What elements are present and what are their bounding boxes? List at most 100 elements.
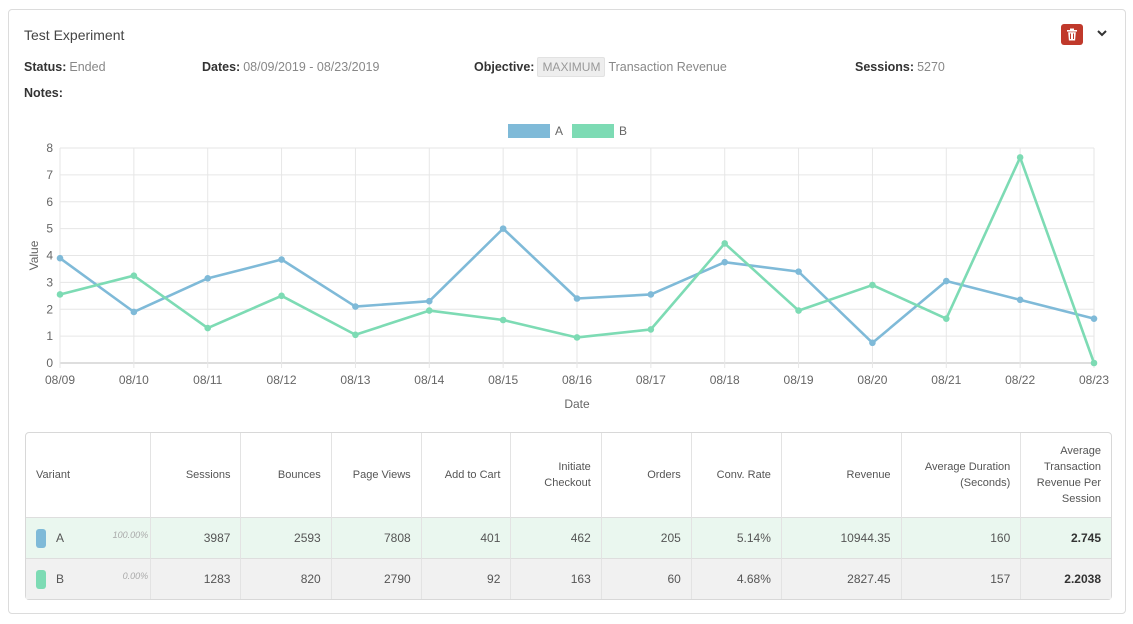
col-variant: Variant [26,433,152,517]
col-avg-duration-line2: (Seconds) [960,477,1011,489]
y-tick-label: 0 [46,356,53,370]
notes-label: Notes: [24,86,63,100]
data-point-b [425,307,433,314]
col-atrps-line4: Session [1061,493,1101,505]
col-atrps-line2: Transaction [1043,461,1101,473]
objective-value: Transaction Revenue [608,60,727,74]
data-point-b [499,316,507,324]
cell-page-views: 2790 [331,558,422,599]
data-point-a [1016,296,1024,304]
cell-conv-rate: 4.68% [691,558,782,599]
cell-orders: 205 [601,517,692,558]
x-tick-label: 08/14 [414,373,444,387]
col-add-to-cart: Add to Cart [422,433,512,517]
cell-revenue: 10944.35 [781,517,902,558]
variant-cell-b: B 0.00% [26,558,152,599]
data-point-b [795,307,802,314]
data-point-b [352,331,359,339]
sessions-value: 5270 [917,60,945,74]
data-point-a [425,297,433,305]
cell-sessions: 1283 [151,558,242,599]
col-avg-duration-line1: Average Duration [924,461,1011,473]
expand-toggle[interactable] [1095,24,1109,42]
y-tick-label: 6 [46,195,53,209]
x-tick-label: 08/17 [636,373,666,387]
col-initiate-checkout-line2: Checkout [544,477,591,489]
cell-conv-rate: 5.14% [691,517,782,558]
experiment-card: Test Experiment Status: Ended Dates: 08/09… [8,9,1126,614]
y-tick-label: 7 [46,168,53,182]
x-tick-label: 08/21 [931,373,961,387]
dates-label: Dates: [202,60,241,74]
cell-revenue: 2827.45 [781,558,902,599]
col-initiate-checkout: Initiate Checkout [511,433,602,517]
table-row-variant-b: B 0.00% 1283 820 2790 92 163 60 4.68% 28… [26,558,1111,599]
col-sessions: Sessions [151,433,242,517]
data-point-a [499,225,507,232]
variant-cell-a: A 100.00% [26,517,152,558]
variant-a-swatch [36,529,46,548]
col-atrps-line1: Average [1060,445,1101,457]
y-tick-label: 1 [46,329,53,343]
data-point-b [1016,154,1024,161]
data-point-b [204,324,212,332]
x-tick-label: 08/20 [857,373,887,387]
objective-field: Objective: MAXIMUM Transaction Revenue [474,57,727,77]
y-axis-title: Value [27,240,41,270]
cell-initiate-checkout: 462 [511,517,602,558]
y-tick-label: 2 [46,302,53,316]
col-atrps-line3: Revenue Per [1036,477,1101,489]
data-point-a [795,268,802,275]
col-conv-rate: Conv. Rate [692,433,782,517]
status-value: Ended [69,60,106,74]
data-point-a [130,308,138,316]
delete-button[interactable] [1061,24,1083,45]
variant-b-allocation: 0.00% [122,571,149,581]
chevron-down-icon [1097,29,1107,36]
cell-add-to-cart: 92 [421,558,512,599]
col-page-views: Page Views [332,433,422,517]
legend-label-a: A [555,124,563,138]
x-tick-label: 08/15 [488,373,518,387]
cell-atrps: 2.745 [1021,517,1111,558]
data-point-b [942,315,950,322]
trash-icon [1067,28,1077,41]
data-point-b [278,292,285,300]
col-orders: Orders [602,433,692,517]
cell-avg-duration: 160 [901,517,1022,558]
cell-orders: 60 [601,558,692,599]
y-tick-label: 3 [46,275,53,289]
data-point-b [869,281,876,289]
x-tick-label: 08/12 [267,373,297,387]
variant-a-allocation: 100.00% [112,530,149,540]
legend-swatch-b [572,124,614,138]
cell-bounces: 2593 [241,517,332,558]
experiment-title: Test Experiment [24,27,125,43]
table-row-variant-a: A 100.00% 3987 2593 7808 401 462 205 5.1… [26,517,1111,558]
cell-atrps: 2.2038 [1021,558,1111,599]
status-field: Status: Ended [24,60,106,74]
x-tick-label: 08/13 [340,373,370,387]
y-tick-label: 4 [46,249,53,263]
x-tick-label: 08/11 [193,373,222,387]
col-initiate-checkout-line1: Initiate [558,461,591,473]
dates-field: Dates: 08/09/2019 - 08/23/2019 [202,60,379,74]
cell-page-views: 7808 [331,517,422,558]
cell-add-to-cart: 401 [421,517,512,558]
data-point-a [942,277,950,285]
results-table: Variant Sessions Bounces Page Views Add … [25,432,1112,600]
sessions-label: Sessions: [855,60,915,74]
legend-label-b: B [619,124,627,138]
data-point-b [573,334,581,341]
cell-sessions: 3987 [151,517,242,558]
x-tick-label: 08/23 [1079,373,1109,387]
x-tick-label: 08/16 [562,373,592,387]
status-label: Status: [24,60,67,74]
data-point-b [130,272,138,279]
data-point-b [647,326,655,333]
col-bounces: Bounces [241,433,332,517]
data-point-a [721,258,729,266]
x-axis-title: Date [564,397,590,411]
objective-label: Objective: [474,60,535,74]
objective-tag: MAXIMUM [537,57,606,77]
